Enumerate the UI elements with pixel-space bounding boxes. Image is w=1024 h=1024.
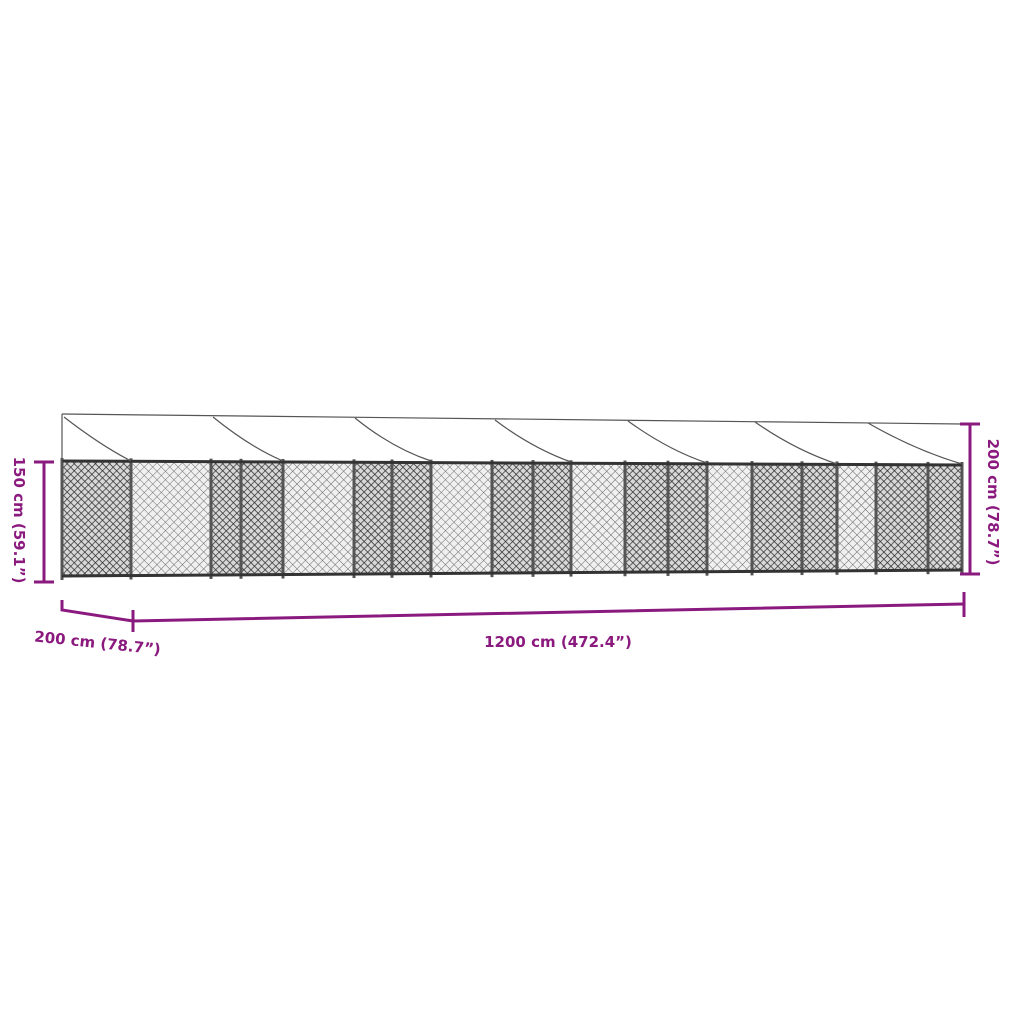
frame-post: [390, 459, 394, 578]
frame-post: [623, 460, 627, 577]
mesh-panel: [836, 463, 877, 572]
mesh-panel: [927, 464, 963, 571]
mesh-panel: [210, 461, 242, 576]
frame-post: [835, 461, 839, 575]
mesh-panel: [391, 461, 432, 575]
frame-post: [129, 458, 133, 580]
length-label: 1200 cm (472.4”): [484, 633, 632, 651]
frame-post: [352, 459, 356, 579]
depth-label: 200 cm (78.7”): [33, 627, 161, 658]
mesh-panel: [667, 463, 708, 573]
frame-post: [209, 458, 213, 580]
frame-post: [429, 459, 433, 578]
mesh-panel: [751, 463, 803, 572]
frame-post: [874, 461, 878, 575]
mesh-panels: [60, 458, 964, 580]
mesh-panel: [353, 461, 393, 575]
frame-post: [490, 459, 494, 578]
total-height-label: 200 cm (78.7”): [984, 439, 1002, 566]
mesh-panel: [624, 463, 669, 573]
mesh-panel: [282, 461, 355, 576]
frame-post: [281, 458, 285, 579]
mesh-panel: [130, 460, 212, 577]
mesh-panel: [491, 462, 534, 574]
frame-post: [531, 460, 535, 577]
dimension-lines: [34, 422, 980, 632]
side-height-label: 150 cm (59.1”): [10, 457, 28, 584]
roof-frame: [61, 413, 963, 465]
mesh-panel: [532, 462, 572, 574]
frame-post: [705, 460, 709, 576]
mesh-panel: [570, 462, 626, 574]
frame-post: [750, 461, 754, 576]
frame-post: [569, 460, 573, 577]
frame-rail: [61, 568, 963, 578]
frame-rail: [61, 459, 963, 467]
mesh-panel: [61, 460, 132, 577]
frame-post: [926, 461, 930, 575]
frame-post: [666, 460, 670, 576]
mesh-panel: [430, 462, 493, 575]
frame-post: [239, 458, 243, 579]
frame-post: [960, 462, 964, 574]
mesh-panel: [875, 464, 929, 572]
mesh-panel: [706, 463, 753, 573]
frame-post: [800, 461, 804, 576]
mesh-panel: [240, 461, 284, 576]
mesh-panel: [801, 463, 838, 572]
frame-post: [60, 458, 64, 580]
